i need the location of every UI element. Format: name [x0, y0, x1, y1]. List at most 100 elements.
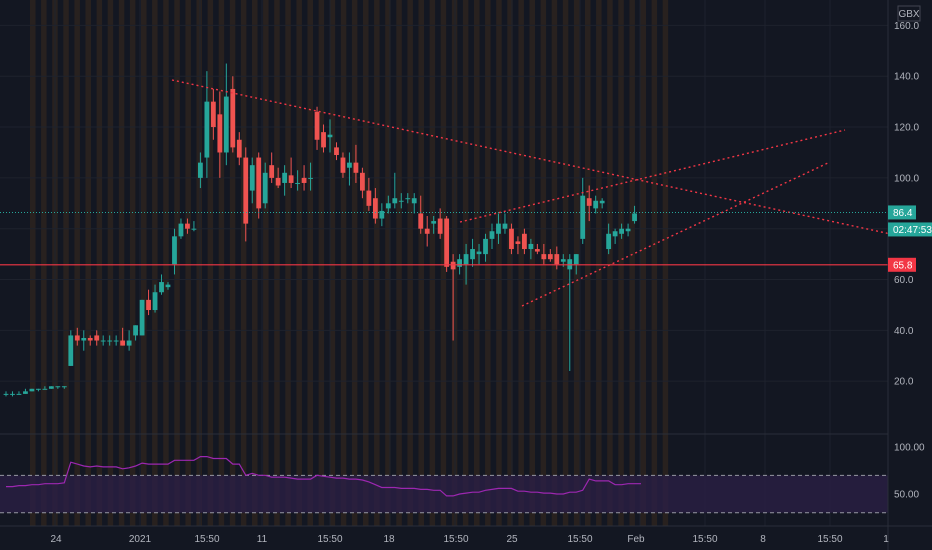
candle-up — [327, 134, 333, 138]
candle-down — [360, 172, 365, 191]
session-band — [640, 0, 646, 526]
candle-up — [165, 284, 171, 288]
time-tick-label: 15:50 — [692, 534, 717, 545]
currency-badge[interactable] — [897, 5, 921, 22]
session-band — [63, 0, 69, 526]
time-tick-label: 24 — [50, 534, 62, 545]
candle-down — [366, 190, 372, 206]
time-tick-label: 1 — [883, 534, 889, 545]
candle-down — [554, 254, 560, 265]
session-band — [207, 0, 214, 526]
session-band — [440, 0, 447, 526]
session-band — [429, 0, 436, 526]
time-tick-label: Feb — [627, 534, 645, 545]
candle-up — [172, 236, 177, 265]
candle-up — [431, 221, 437, 224]
candle-up — [191, 228, 197, 230]
grid-lines — [0, 0, 888, 526]
session-band — [185, 0, 191, 526]
candle-up — [528, 243, 534, 250]
session-band — [30, 0, 36, 526]
candle-down — [87, 337, 93, 341]
session-bands — [30, 0, 669, 526]
session-band — [318, 0, 325, 526]
candle-up — [347, 162, 352, 168]
session-band — [307, 0, 313, 526]
session-band — [285, 0, 291, 526]
candles-layer — [3, 63, 637, 397]
candle-up — [159, 282, 164, 293]
candle-up — [178, 223, 184, 237]
candle-up — [42, 388, 48, 390]
trend-line-channel-bottom[interactable] — [521, 161, 831, 307]
session-band — [218, 0, 225, 526]
candle-down — [236, 139, 242, 158]
session-band — [240, 0, 247, 526]
trend-line-upper-resistance[interactable] — [171, 79, 901, 237]
currency-label: GBX — [898, 9, 919, 20]
session-band — [340, 0, 347, 526]
session-band — [385, 0, 391, 526]
session-band — [329, 0, 336, 526]
candle-up — [457, 259, 462, 267]
session-band — [174, 0, 180, 526]
candle-up — [107, 340, 113, 342]
candle-down — [418, 213, 424, 229]
candle-up — [489, 231, 495, 239]
time-tick-label: 15:50 — [443, 534, 468, 545]
session-band — [407, 0, 413, 526]
last-price-tag — [888, 205, 916, 220]
candle-up — [204, 101, 210, 158]
candle-down — [288, 175, 294, 183]
candle-up — [625, 228, 631, 232]
time-tick-label: 15:50 — [317, 534, 342, 545]
candle-up — [398, 200, 404, 202]
candle-up — [16, 393, 22, 395]
time-tick-label: 15:50 — [817, 534, 842, 545]
session-band — [163, 0, 169, 526]
candle-up — [29, 388, 35, 392]
candle-down — [301, 177, 307, 183]
candle-down — [321, 132, 326, 148]
session-band — [618, 0, 624, 526]
session-band — [374, 0, 380, 526]
rsi-tick-label: 100.00 — [894, 443, 925, 454]
candle-up — [282, 172, 288, 183]
time-axis[interactable]: 24 2021 15:50 11 15:50 18 15:50 25 15:50 Feb 15:50… — [0, 525, 932, 545]
candle-up — [476, 251, 482, 255]
candle-up — [48, 386, 54, 389]
session-band — [351, 0, 358, 526]
session-band — [363, 0, 369, 526]
candle-down — [340, 157, 346, 173]
rsi-pane — [0, 456, 888, 514]
session-band — [74, 0, 80, 526]
trend-line-channel-top[interactable] — [459, 129, 846, 223]
candle-up — [606, 233, 612, 250]
candle-up — [81, 337, 87, 341]
price-tick-label: 100.0 — [894, 173, 919, 184]
candle-up — [619, 228, 624, 234]
candle-down — [230, 88, 236, 148]
candle-up — [470, 249, 475, 260]
candle-down — [534, 249, 540, 252]
candle-down — [515, 241, 521, 244]
session-band — [418, 0, 424, 526]
session-band — [129, 0, 136, 526]
price-tick-label: 140.0 — [894, 72, 919, 83]
candle-down — [146, 299, 151, 311]
candle-up — [152, 292, 158, 311]
candle-down — [353, 162, 359, 173]
session-band — [85, 0, 91, 526]
candle-down — [334, 147, 339, 156]
trend-lines[interactable] — [171, 79, 901, 307]
candle-down — [522, 233, 527, 250]
candle-up — [198, 162, 203, 178]
candle-up — [632, 213, 637, 222]
session-band — [141, 0, 147, 526]
price-axis[interactable]: GBX 160.0 140.0 120.0 100.0 60.0 40.0 20.0 100… — [887, 0, 932, 550]
candle-down — [94, 335, 100, 341]
candle-up — [411, 198, 417, 204]
session-band — [562, 0, 569, 526]
candle-up — [405, 198, 411, 200]
